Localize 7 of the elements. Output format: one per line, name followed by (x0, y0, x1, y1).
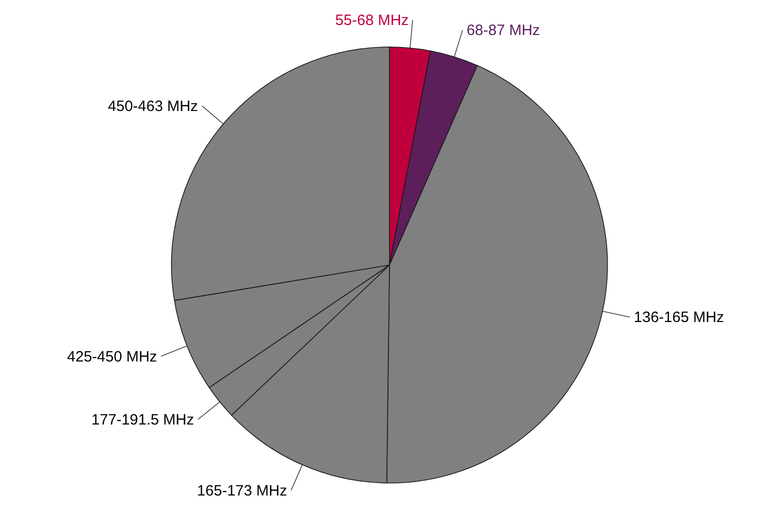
slice-label: 425-450 MHz (67, 348, 158, 366)
slice-label: 450-463 MHz (108, 98, 198, 115)
slice-label: 68-87 MHz (466, 22, 540, 40)
slice-label: 136-165 MHz (634, 309, 724, 326)
slice-label: 55-68 MHz (335, 12, 409, 30)
slice-label: 165-173 MHz (197, 482, 288, 500)
slice-label: 177-191.5 MHz (91, 411, 194, 428)
